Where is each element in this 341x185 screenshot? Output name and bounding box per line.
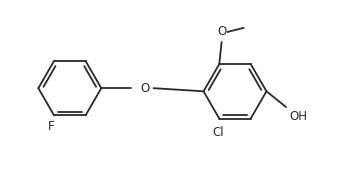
Text: OH: OH <box>289 110 307 123</box>
Text: F: F <box>48 120 54 133</box>
Text: Cl: Cl <box>213 126 224 139</box>
Text: O: O <box>217 25 226 38</box>
Text: O: O <box>140 82 150 95</box>
